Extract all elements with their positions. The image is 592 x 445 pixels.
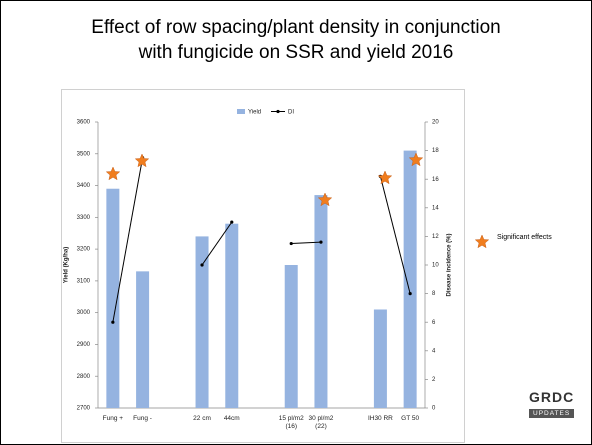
y-tick-label: 3300 [77,215,91,221]
bar [195,236,209,408]
y-tick-label: 3400 [77,183,91,189]
line [112,157,144,323]
y2-tick-label: 4 [432,348,436,354]
legend-label: DI [288,110,294,116]
bar [314,195,328,408]
x-tick-label: IH30 RR [367,415,393,422]
significance-star [377,170,393,185]
line-marker [408,292,412,296]
logo-name: GRDC [529,389,575,405]
bar [373,309,387,408]
y-tick-label: 2800 [77,374,91,380]
y2-tick-label: 18 [432,148,439,154]
bar [106,188,120,408]
y-tick-label: 3100 [77,278,91,284]
y-tick-label: 2900 [77,342,91,348]
bar [403,150,417,408]
bar [225,223,239,408]
line [201,221,233,266]
line [291,241,321,245]
significance-star [317,192,333,207]
y-tick-label: 2700 [77,406,91,412]
chart-box [61,89,465,443]
y2-tick-label: 20 [432,120,439,126]
y-tick-label: 3600 [77,120,91,126]
x-tick-label: Fung - [133,415,152,422]
y2-tick-label: 0 [432,406,436,412]
y-axis-title: Yield (Kg/ha) [64,247,70,283]
y2-tick-label: 8 [432,291,436,297]
x-tick-label: 15 pl/m2 (16) [278,415,304,430]
y-tick-label: 3200 [77,247,91,253]
slide-title: Effect of row spacing/plant density in c… [21,15,571,65]
y2-tick-label: 10 [432,263,439,269]
significance-star [408,152,424,167]
line-marker [319,240,323,244]
y2-axis-title: Disease incidence (%) [447,233,453,296]
title-line: with fungicide on SSR and yield 2016 [138,42,454,63]
line-marker [289,241,293,246]
x-tick-label: GT 50 [401,415,420,422]
significance-star [105,166,121,181]
line-marker [111,320,115,324]
annotation: Significant effects [497,234,552,241]
y2-tick-label: 14 [432,205,439,211]
y-tick-label: 3500 [77,151,91,157]
legend-swatch [276,109,280,114]
title-line: Effect of row spacing/plant density in c… [91,17,501,38]
y2-tick-label: 12 [432,234,439,240]
significance-star [474,234,490,249]
x-tick-label: 30 pl/m2 (22) [308,415,334,430]
bar [284,265,298,408]
line [379,176,411,294]
line-marker [230,220,234,224]
bar [136,271,150,408]
x-tick-label: 22 cm [193,415,211,422]
x-tick-label: 44cm [223,415,240,422]
significance-star [134,153,150,168]
y2-tick-label: 16 [432,177,439,183]
legend-label: Yield [248,110,261,116]
legend-swatch [237,109,245,114]
logo-sub: UPDATES [529,409,575,418]
x-tick-label: Fung + [102,415,124,422]
line-marker [200,263,204,267]
y2-tick-label: 2 [432,377,436,383]
y2-tick-label: 6 [432,320,436,326]
y-tick-label: 3000 [77,310,91,316]
